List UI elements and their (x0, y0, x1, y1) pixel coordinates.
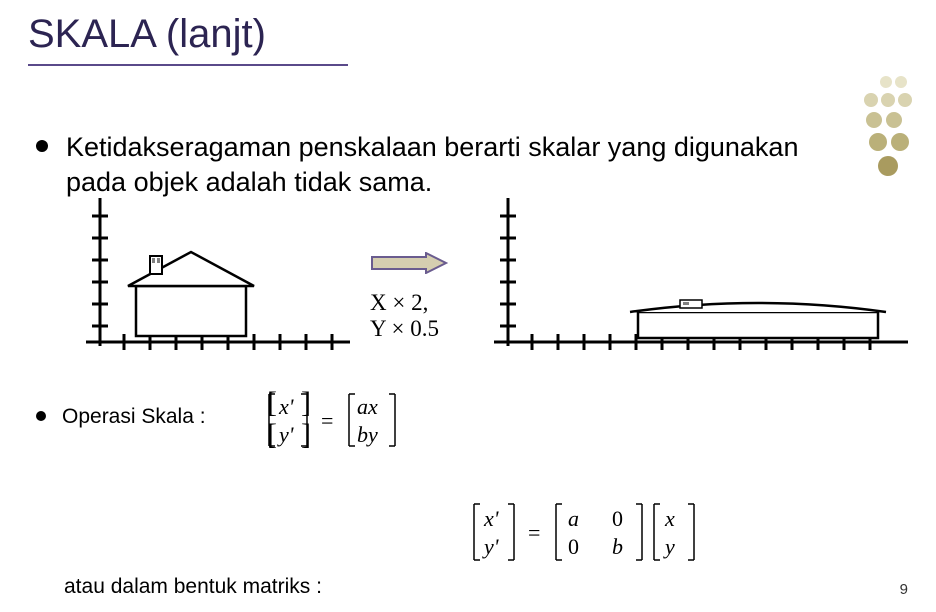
bullet-dot-icon (36, 411, 46, 421)
scale-y-text: Y × 0.5 (370, 316, 439, 342)
transform-arrow-icon (370, 252, 448, 274)
svg-text:a: a (568, 506, 579, 531)
svg-text:0: 0 (568, 534, 579, 559)
svg-text:y': y' (277, 422, 294, 447)
slide-title: SKALA (lanjt) (28, 12, 266, 57)
bullet-dot-icon (36, 140, 48, 152)
right-axis-diagram (488, 198, 918, 358)
svg-text:b: b (612, 534, 623, 559)
scale-formula-matrix: x' y' = a 0 0 b x y (470, 498, 750, 568)
bullet-text-1: Ketidakseragaman penskalaan berarti skal… (66, 130, 866, 200)
scale-factor-label: X × 2, Y × 0.5 (370, 290, 439, 343)
svg-text:=: = (528, 520, 540, 545)
page-number: 9 (900, 581, 908, 598)
bullet-item-1: Ketidakseragaman penskalaan berarti skal… (36, 130, 866, 200)
bullet-text-3: atau dalam bentuk matriks : (64, 575, 322, 599)
bullet-text-2: Operasi Skala : (62, 405, 206, 429)
svg-text:y: y (663, 534, 675, 559)
svg-text:x': x' (483, 506, 499, 531)
svg-text:x': x' (278, 394, 294, 419)
scale-formula-vector: [ [ x' y' ] ] = ax by (265, 390, 435, 454)
bullet-item-2: Operasi Skala : (36, 405, 206, 429)
svg-text:y': y' (482, 534, 499, 559)
svg-text:=: = (321, 408, 333, 433)
left-axis-diagram (80, 198, 360, 358)
svg-text:ax: ax (357, 394, 378, 419)
title-underline (28, 64, 348, 66)
svg-text:0: 0 (612, 506, 623, 531)
svg-text:x: x (664, 506, 675, 531)
svg-text:by: by (357, 422, 378, 447)
scale-x-text: X × 2, (370, 290, 439, 316)
